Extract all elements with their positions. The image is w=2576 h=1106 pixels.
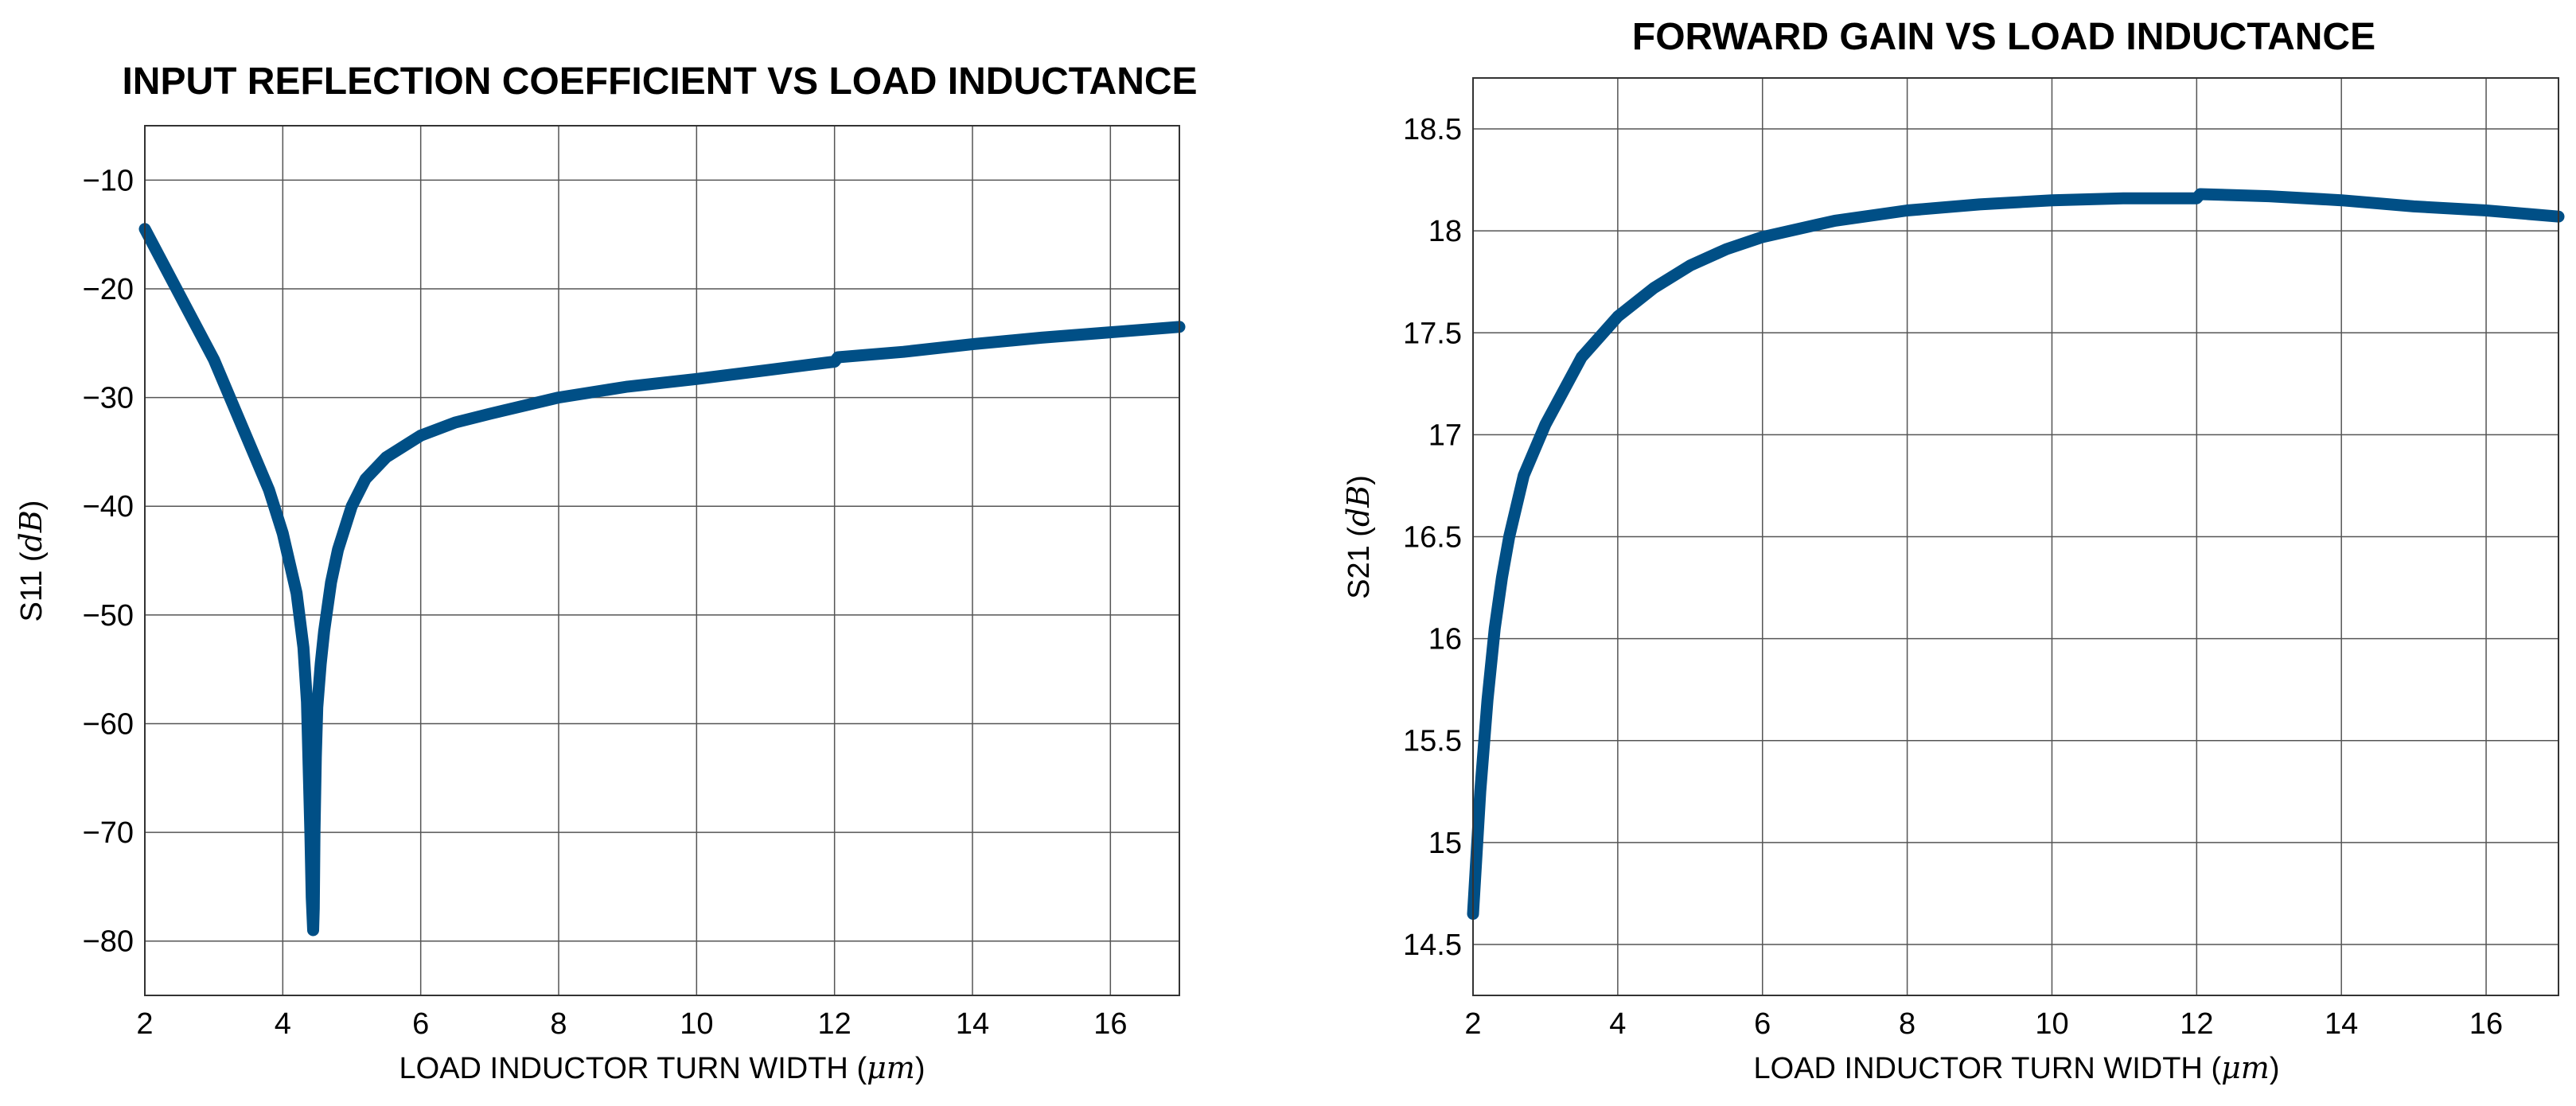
chart-s11-x-tick-label: 10 xyxy=(680,1007,713,1041)
chart-s11-y-tick-label: −40 xyxy=(83,490,134,524)
chart-s11-y-tick-label: −30 xyxy=(83,382,134,415)
chart-s21-y-tick-label: 14.5 xyxy=(1403,929,1462,962)
chart-s21-y-tick-label: 17.5 xyxy=(1403,317,1462,350)
chart-s21: FORWARD GAIN VS LOAD INDUCTANCE 2 4 6 8 10 12… xyxy=(1341,16,2565,1085)
chart-s11-x-tick-label: 12 xyxy=(818,1007,852,1041)
chart-s11-y-tick-label: −80 xyxy=(83,925,134,959)
chart-s21-x-tick-label: 14 xyxy=(2325,1007,2358,1041)
chart-s21-x-ticks: 2 4 6 8 10 12 14 16 xyxy=(1464,1007,2503,1041)
chart-s11-y-tick-label: −60 xyxy=(83,707,134,741)
chart-s21-x-tick-label: 2 xyxy=(1464,1007,1481,1041)
chart-s21-y-tick-label: 15.5 xyxy=(1403,725,1462,758)
chart-s11-series xyxy=(138,223,1186,937)
chart-s11: INPUT REFLECTION COEFFICIENT VS LOAD IND… xyxy=(14,60,1198,1085)
chart-s21-x-tick-label: 6 xyxy=(1754,1007,1771,1041)
chart-s11-x-tick-label: 14 xyxy=(956,1007,989,1041)
chart-s21-x-tick-label: 10 xyxy=(2035,1007,2068,1041)
chart-s11-plot-frame xyxy=(144,125,1180,996)
chart-s11-series-line xyxy=(138,223,1186,937)
chart-s21-y-ticks: 14.5 15 15.5 16 16.5 17 17.5 18 18.5 xyxy=(1403,113,1462,962)
chart-s21-x-tick-label: 4 xyxy=(1609,1007,1626,1041)
chart-s21-series xyxy=(1467,188,2565,920)
chart-s21-grid xyxy=(1473,78,2558,995)
chart-s21-y-axis-label: S21 (dB) xyxy=(1341,475,1376,599)
chart-s21-series-line xyxy=(1467,188,2565,920)
chart-s21-title: FORWARD GAIN VS LOAD INDUCTANCE xyxy=(1632,16,2375,58)
chart-s21-x-tick-label: 8 xyxy=(1899,1007,1915,1041)
chart-s11-grid xyxy=(145,126,1179,995)
chart-s21-x-tick-label: 12 xyxy=(2180,1007,2213,1041)
chart-s21-y-tick-label: 15 xyxy=(1428,827,1462,860)
chart-s21-x-tick-label: 16 xyxy=(2469,1007,2503,1041)
chart-s11-x-tick-label: 4 xyxy=(275,1007,291,1041)
chart-s11-y-tick-label: −10 xyxy=(83,164,134,197)
chart-s11-title: INPUT REFLECTION COEFFICIENT VS LOAD IND… xyxy=(122,60,1197,103)
chart-s21-plot-frame xyxy=(1472,77,2559,996)
chart-s11-x-ticks: 2 4 6 8 10 12 14 16 xyxy=(136,1007,1127,1041)
chart-s11-y-tick-label: −20 xyxy=(83,273,134,306)
chart-s11-x-tick-label: 6 xyxy=(412,1007,429,1041)
chart-s11-x-tick-label: 16 xyxy=(1093,1007,1127,1041)
chart-s21-y-tick-label: 16 xyxy=(1428,623,1462,656)
chart-s11-x-tick-label: 2 xyxy=(136,1007,153,1041)
chart-s21-y-tick-label: 16.5 xyxy=(1403,521,1462,555)
chart-s21-y-tick-label: 18.5 xyxy=(1403,113,1462,146)
chart-s11-x-axis-label: LOAD INDUCTOR TURN WIDTH (μm) xyxy=(399,1050,926,1085)
chart-s21-y-tick-label: 18 xyxy=(1428,215,1462,248)
chart-s11-y-tick-label: −70 xyxy=(83,816,134,850)
chart-s21-x-axis-label: LOAD INDUCTOR TURN WIDTH (μm) xyxy=(1754,1050,2280,1085)
chart-s21-y-tick-label: 17 xyxy=(1428,419,1462,452)
chart-s11-x-tick-label: 8 xyxy=(550,1007,567,1041)
chart-s11-y-axis-label: S11 (dB) xyxy=(14,500,49,622)
chart-s11-y-tick-label: −50 xyxy=(83,599,134,633)
chart-s11-y-ticks: −80 −70 −60 −50 −40 −30 −20 −10 xyxy=(83,164,134,958)
